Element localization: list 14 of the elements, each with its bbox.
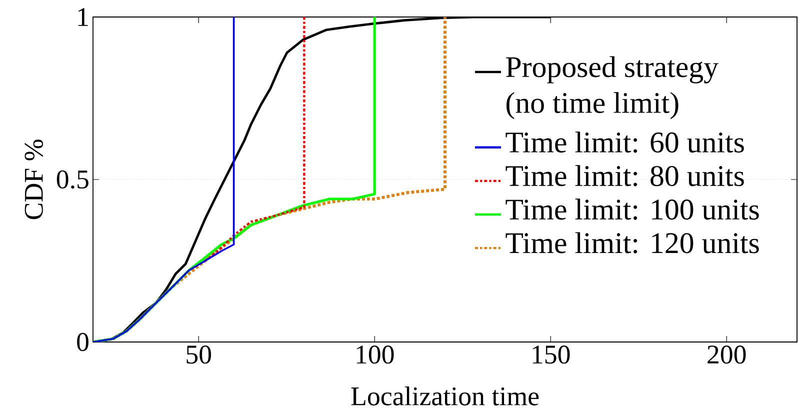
- legend-label: Time limit: 100 units: [506, 198, 759, 220]
- y-tick-label: 1: [78, 8, 88, 26]
- y-tick-label: 0.5: [56, 170, 88, 189]
- legend-label: Time limit: 60 units: [506, 132, 744, 153]
- x-tick-label: 150: [532, 346, 570, 364]
- y-axis-title: CDF %: [24, 140, 44, 220]
- legend-label: Time limit: 80 units: [506, 165, 744, 186]
- legend-label: Proposed strategy (no time limit): [506, 56, 718, 120]
- y-tick-label: 0: [77, 332, 88, 352]
- x-tick-label: 50: [186, 346, 212, 364]
- x-tick-label: 100: [356, 346, 394, 364]
- legend-label: Time limit: 120 units: [506, 232, 759, 254]
- x-axis-title: Localization time: [351, 386, 539, 406]
- x-tick-label: 200: [708, 346, 746, 364]
